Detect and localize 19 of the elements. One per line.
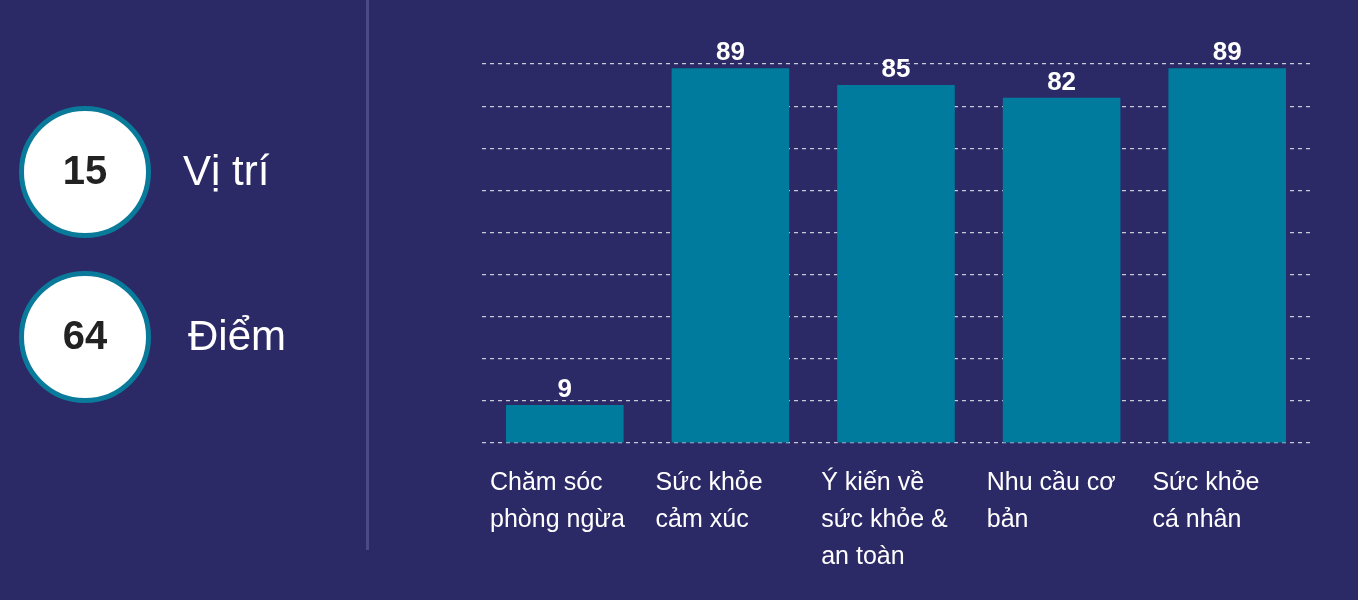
x-tick-label: Chăm sóc phòng ngừa <box>490 467 626 533</box>
text: 15 <box>61 148 109 193</box>
bar <box>837 85 955 443</box>
bar <box>671 68 790 443</box>
x-tick-label: Ý kiến về sức khỏe & an toàn <box>821 467 949 570</box>
bar <box>1168 68 1286 443</box>
text: Điểm <box>188 312 287 360</box>
text: Vị trí <box>183 147 270 195</box>
bar <box>506 405 624 443</box>
data-label: 85 <box>881 53 911 84</box>
data-label: 9 <box>557 373 573 404</box>
bar <box>1002 97 1121 443</box>
x-tick-label: Nhu cầu cơ bản <box>986 467 1116 533</box>
x-tick-label: Sức khỏe cảm xúc <box>655 467 763 533</box>
data-label: 89 <box>1212 36 1242 67</box>
text: 64 <box>61 313 109 358</box>
data-label: 82 <box>1047 65 1077 96</box>
x-tick-label: Sức khỏe cá nhân <box>1152 467 1260 533</box>
data-label: 89 <box>715 36 745 67</box>
